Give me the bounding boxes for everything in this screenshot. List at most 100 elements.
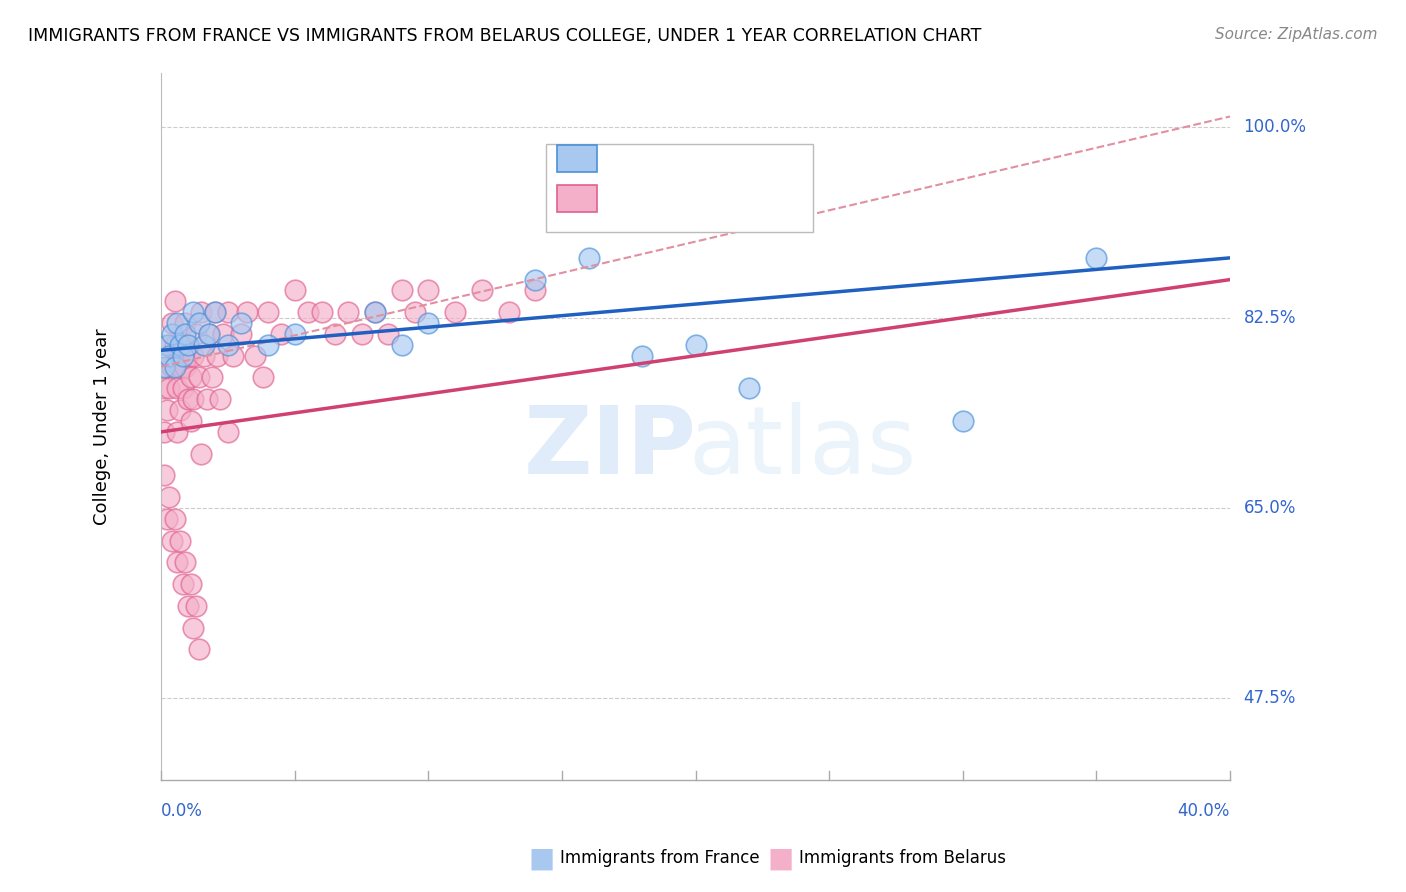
Point: [193, 349, 215, 363]
Text: 40.0%: 40.0%: [1178, 802, 1230, 820]
Point: [169, 338, 191, 352]
Point: [204, 305, 226, 319]
Point: [181, 392, 204, 407]
Text: 65.0%: 65.0%: [1243, 499, 1296, 517]
Point: [190, 447, 212, 461]
Text: R = 0.174   N = 29: R = 0.174 N = 29: [607, 150, 765, 168]
Point: [198, 326, 221, 341]
Point: [166, 425, 188, 439]
Point: [952, 414, 974, 428]
Point: [174, 555, 197, 569]
Point: [377, 326, 399, 341]
Text: ■: ■: [529, 844, 554, 872]
Point: [155, 512, 177, 526]
Point: [195, 392, 218, 407]
Point: [444, 305, 467, 319]
Point: [187, 370, 209, 384]
Point: [172, 381, 194, 395]
Text: IMMIGRANTS FROM FRANCE VS IMMIGRANTS FROM BELARUS COLLEGE, UNDER 1 YEAR CORRELAT: IMMIGRANTS FROM FRANCE VS IMMIGRANTS FRO…: [28, 27, 981, 45]
Point: [217, 305, 239, 319]
Point: [187, 316, 209, 330]
Point: [160, 316, 183, 330]
Point: [180, 414, 202, 428]
Text: 100.0%: 100.0%: [1243, 119, 1306, 136]
Point: [160, 533, 183, 548]
Point: [166, 316, 188, 330]
Point: [163, 294, 186, 309]
Point: [204, 305, 226, 319]
Point: [231, 316, 253, 330]
Text: Immigrants from France: Immigrants from France: [560, 849, 759, 867]
Point: [172, 577, 194, 591]
FancyBboxPatch shape: [546, 144, 813, 232]
Text: College, Under 1 year: College, Under 1 year: [93, 328, 111, 524]
Point: [1085, 251, 1108, 265]
Point: [160, 359, 183, 374]
Point: [174, 359, 197, 374]
Point: [157, 381, 180, 395]
Point: [153, 468, 176, 483]
Point: [153, 381, 176, 395]
Point: [181, 305, 204, 319]
Text: 0.0%: 0.0%: [162, 802, 202, 820]
Text: Source: ZipAtlas.com: Source: ZipAtlas.com: [1215, 27, 1378, 42]
FancyBboxPatch shape: [557, 186, 598, 212]
Point: [157, 349, 180, 363]
Point: [211, 326, 233, 341]
Point: [418, 316, 440, 330]
Point: [391, 284, 413, 298]
Point: [190, 305, 212, 319]
Point: [311, 305, 333, 319]
Point: [157, 338, 180, 352]
Point: [236, 305, 259, 319]
Point: [169, 533, 191, 548]
Text: ■: ■: [768, 844, 793, 872]
Point: [181, 349, 204, 363]
Point: [252, 370, 274, 384]
Point: [524, 284, 547, 298]
Point: [257, 338, 280, 352]
Text: 82.5%: 82.5%: [1243, 309, 1296, 326]
Point: [155, 338, 177, 352]
Point: [364, 305, 387, 319]
Point: [257, 305, 280, 319]
Point: [163, 512, 186, 526]
Point: [155, 359, 177, 374]
Point: [217, 425, 239, 439]
Point: [270, 326, 292, 341]
Point: [163, 359, 186, 374]
Point: [391, 338, 413, 352]
Point: [297, 305, 319, 319]
Point: [350, 326, 373, 341]
Point: [153, 359, 176, 374]
Point: [498, 305, 520, 319]
Point: [155, 403, 177, 417]
Point: [364, 305, 387, 319]
Point: [187, 642, 209, 657]
Point: [169, 403, 191, 417]
Point: [284, 326, 307, 341]
Text: Immigrants from Belarus: Immigrants from Belarus: [799, 849, 1005, 867]
Point: [209, 392, 232, 407]
Point: [198, 326, 221, 341]
Point: [157, 490, 180, 504]
FancyBboxPatch shape: [557, 145, 598, 172]
Point: [201, 370, 224, 384]
Point: [193, 338, 215, 352]
Point: [166, 555, 188, 569]
Point: [284, 284, 307, 298]
Point: [631, 349, 654, 363]
Point: [207, 349, 229, 363]
Point: [166, 381, 188, 395]
Point: [184, 326, 207, 341]
Point: [738, 381, 761, 395]
Text: 47.5%: 47.5%: [1243, 690, 1296, 707]
Point: [180, 370, 202, 384]
Point: [217, 338, 239, 352]
Point: [160, 326, 183, 341]
Point: [418, 284, 440, 298]
Point: [231, 326, 253, 341]
Point: [177, 599, 200, 613]
Point: [163, 338, 186, 352]
Text: atlas: atlas: [689, 401, 917, 493]
